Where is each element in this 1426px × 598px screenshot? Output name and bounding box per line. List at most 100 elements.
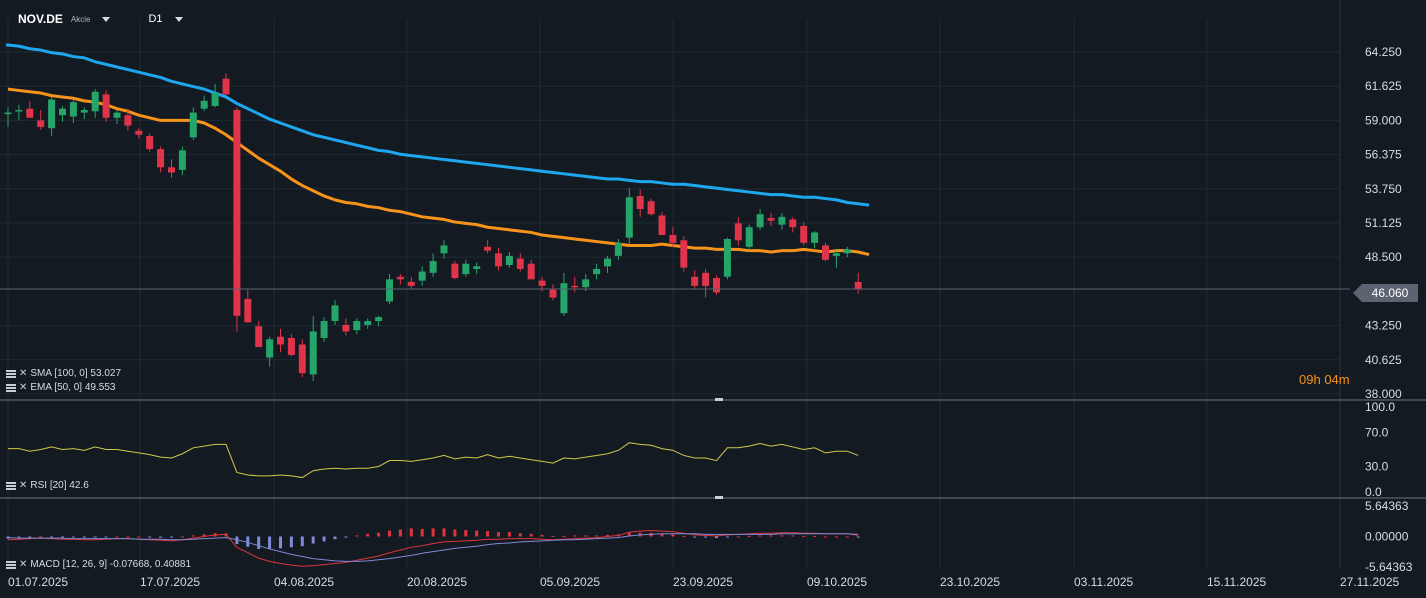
candle-body (832, 253, 840, 256)
candle-body (527, 263, 535, 280)
candle-body (800, 225, 808, 243)
candle-body (266, 339, 274, 358)
rsi-tick-label: 100.0 (1365, 400, 1395, 414)
macd-histogram-bar (257, 536, 261, 549)
close-icon[interactable]: ✕ (19, 381, 28, 393)
rsi-legend: ✕ RSI [20] 42.6 (6, 480, 89, 491)
macd-histogram-bar (845, 536, 849, 538)
close-icon[interactable]: ✕ (19, 367, 28, 379)
close-icon[interactable]: ✕ (19, 479, 28, 491)
sma-line (5, 43, 870, 207)
candle-body (124, 115, 132, 126)
symbol-dropdown-icon[interactable] (102, 16, 111, 22)
settings-lines-icon[interactable] (6, 383, 16, 392)
countdown-minutes: 04 (1324, 372, 1339, 387)
price-tick-label: 59.000 (1365, 113, 1402, 127)
macd-histogram-bar (39, 536, 43, 538)
date-tick-label: 15.11.2025 (1207, 575, 1266, 589)
price-tick-label: 64.250 (1365, 45, 1402, 59)
macd-histogram-bar (61, 536, 64, 538)
macd-histogram-bar (507, 532, 511, 537)
sma-label: SMA [100, 0] 53.027 (30, 368, 122, 379)
date-tick-label: 04.08.2025 (274, 575, 334, 589)
pane-resize-handle (715, 398, 723, 401)
macd-histogram-bar (486, 531, 490, 537)
candle-body (691, 276, 699, 286)
candle-body (113, 112, 121, 118)
macd-histogram-bar (311, 536, 315, 544)
countdown-hours: 09 (1299, 372, 1314, 387)
price-tick-label: 48.500 (1365, 250, 1402, 264)
close-icon[interactable]: ✕ (19, 558, 28, 570)
candle-body (767, 218, 775, 221)
macd-histogram-bar (551, 535, 555, 537)
candle-body (168, 167, 175, 173)
candle-body (429, 261, 437, 273)
price-tick-label: 56.375 (1365, 148, 1402, 162)
candle-body (713, 278, 720, 293)
candle-body (353, 321, 361, 331)
macd-histogram-bar (562, 535, 566, 537)
macd-histogram-bar (71, 536, 75, 538)
rsi-line (8, 442, 859, 479)
candle-body (582, 279, 590, 288)
settings-lines-icon[interactable] (6, 369, 16, 378)
candle-body (571, 285, 579, 288)
settings-lines-icon[interactable] (6, 560, 16, 569)
candle-body (593, 268, 601, 275)
price-tick-label: 38.000 (1365, 387, 1402, 401)
date-tick-label: 23.10.2025 (940, 575, 1000, 589)
macd-histogram-bar (115, 536, 119, 538)
candle-body (189, 112, 197, 138)
candle-body (375, 317, 383, 322)
macd-histogram-bar (126, 536, 130, 538)
macd-histogram-bar (780, 535, 784, 537)
macd-histogram-bar (191, 535, 195, 537)
candle-body (778, 216, 786, 225)
candle-body (146, 136, 154, 150)
candle-body (625, 197, 633, 238)
price-tick-label: 43.250 (1365, 319, 1402, 333)
macd-histogram-bar (93, 536, 97, 538)
candle-body (37, 120, 45, 127)
candle-body (723, 238, 731, 277)
price-tick-label: 51.125 (1365, 216, 1402, 230)
macd-histogram-bar (606, 534, 609, 537)
candle-body (298, 344, 306, 374)
macd-histogram-bar (279, 536, 282, 549)
candle-body (320, 321, 328, 338)
timeframe-dropdown-icon[interactable] (174, 16, 183, 22)
candle-body (484, 246, 492, 251)
date-tick-label: 09.10.2025 (807, 575, 867, 589)
macd-signal-line (7, 533, 859, 562)
candle-body (200, 100, 208, 109)
price-tick-label: 61.625 (1365, 79, 1402, 93)
macd-histogram-bar (50, 536, 54, 538)
candle-body (647, 201, 655, 215)
macd-histogram-bar (148, 536, 152, 538)
macd-histogram-bar (333, 536, 337, 540)
macd-histogram-bar (6, 536, 10, 539)
candle-body (331, 305, 339, 322)
macd-histogram-bar (715, 536, 718, 539)
candle-body (48, 99, 56, 129)
macd-histogram-bar (791, 535, 795, 537)
macd-tick-label: 5.64363 (1365, 499, 1409, 513)
macd-histogram-bar (246, 536, 250, 547)
rsi-tick-label: 70.0 (1365, 426, 1389, 440)
macd-histogram-bar (595, 535, 599, 537)
macd-histogram-bar (104, 536, 108, 538)
macd-histogram-bar (497, 532, 500, 537)
timeframe-label[interactable]: D1 (148, 13, 163, 25)
settings-lines-icon[interactable] (6, 481, 16, 490)
macd-tick-label: 0.00000 (1365, 530, 1409, 544)
macd-histogram-bar (289, 536, 293, 548)
candle-body (680, 240, 688, 268)
macd-histogram-bar (584, 535, 588, 537)
candle-body (157, 149, 165, 168)
candle-body (854, 281, 862, 289)
candle-body (396, 276, 404, 280)
macd-histogram-bar (518, 533, 522, 537)
macd-line (7, 530, 859, 567)
